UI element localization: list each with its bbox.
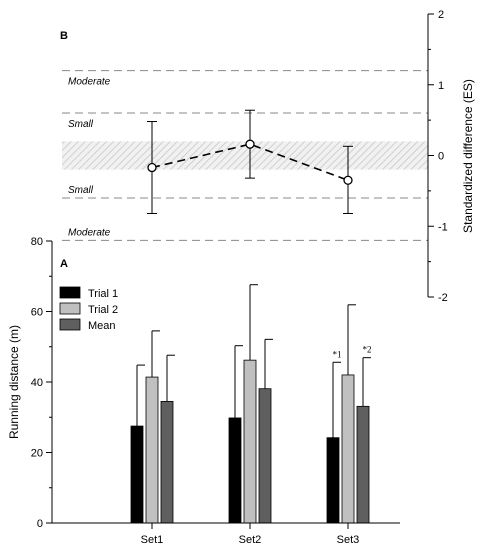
y-tick-label: 60: [31, 307, 43, 319]
es-threshold-lines-layer: Moderate Small Small Moderate: [62, 70, 428, 241]
legend-swatch: [59, 302, 81, 315]
bar: [356, 405, 370, 524]
legend-swatch: [59, 318, 81, 331]
es-axis-tick-label: 1: [438, 80, 444, 92]
panel-a-plot: A Set1 Set2 Set3 *1 *2: [60, 258, 372, 546]
es-series-line: [151, 143, 349, 182]
y-tick-label: 20: [31, 448, 43, 460]
es-axis: -2 -1 0 1 2: [427, 9, 448, 304]
significance-annotation: *2: [363, 345, 372, 355]
bar: [243, 359, 257, 524]
legend-swatch: [59, 286, 81, 299]
panel-b-label: B: [60, 30, 68, 42]
es-point: [245, 139, 255, 149]
panel-a-label: A: [60, 258, 68, 270]
y-tick-label: 40: [31, 377, 43, 389]
legend-label: Trial 1: [88, 288, 118, 300]
bar: [130, 425, 144, 524]
bar: [145, 376, 159, 524]
y-tick-label: 0: [37, 518, 43, 530]
bar: [341, 374, 355, 524]
es-point: [147, 162, 157, 173]
es-point: [343, 175, 353, 185]
es-axis-tick-label: -2: [438, 292, 448, 304]
running-distance-axis-label: Running distance (m): [7, 325, 21, 439]
panel-b-plot: B: [60, 30, 353, 215]
x-tick-label: Set2: [239, 534, 262, 546]
es-axis-tick-label: 2: [438, 9, 444, 21]
x-tick-label: Set1: [141, 534, 164, 546]
bar: [258, 388, 272, 524]
bar: [160, 400, 174, 524]
threshold-label-1: Small: [68, 119, 94, 130]
threshold-label-0: Moderate: [68, 77, 111, 88]
running-distance-axis: 0 20 40 60 80: [31, 236, 400, 530]
es-axis-tick-label: -1: [438, 221, 448, 233]
es-axis-tick-label: 0: [438, 151, 444, 163]
legend-label: Mean: [88, 320, 116, 332]
significance-annotation: *1: [333, 349, 342, 359]
legend-label: Trial 2: [88, 304, 118, 316]
threshold-label-3: Moderate: [68, 227, 111, 238]
x-tick-label: Set3: [337, 534, 360, 546]
y-tick-label: 80: [31, 236, 43, 248]
es-axis-label: Standardized difference (ES): [461, 79, 475, 233]
threshold-label-2: Small: [68, 185, 94, 196]
bar: [326, 437, 340, 524]
legend: Trial 1 Trial 2 Mean: [59, 286, 118, 332]
bar: [228, 417, 242, 524]
